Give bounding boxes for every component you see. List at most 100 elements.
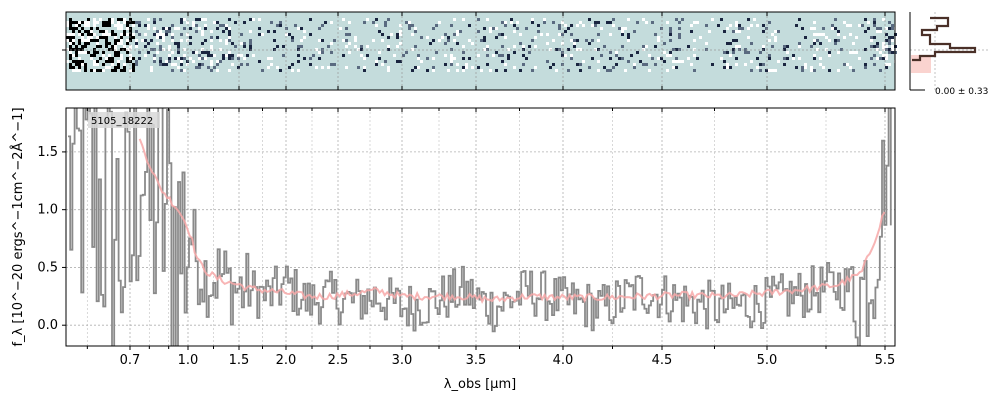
spectrum-2d-pixel — [321, 39, 324, 42]
spectrum-2d-pixel — [123, 30, 126, 33]
spectrum-2d-pixel — [522, 45, 525, 48]
spectrum-2d-pixel — [768, 21, 771, 24]
spectrum-2d-pixel — [744, 51, 747, 54]
spectrum-2d-pixel — [153, 21, 156, 24]
spectrum-2d-pixel — [432, 39, 435, 42]
spectrum-2d-pixel — [201, 42, 204, 45]
spectrum-2d-pixel — [648, 69, 651, 72]
spectrum-2d-pixel — [285, 27, 288, 30]
spectrum-2d-pixel — [210, 69, 213, 72]
spectrum-2d-pixel — [672, 60, 675, 63]
spectrum-2d-pixel — [774, 30, 777, 33]
spectrum-2d-pixel — [624, 27, 627, 30]
spectrum-2d-pixel — [123, 63, 126, 66]
spectrum-2d-pixel — [777, 30, 780, 33]
spectrum-2d-pixel — [378, 30, 381, 33]
spectrum-2d-pixel — [321, 24, 324, 27]
spectrum-2d-pixel — [810, 27, 813, 30]
spectrum-2d-pixel — [876, 27, 879, 30]
spectrum-2d-pixel — [183, 54, 186, 57]
spectrum-2d-pixel — [180, 69, 183, 72]
spectrum-2d-pixel — [186, 60, 189, 63]
spectrum-2d-pixel — [105, 66, 108, 69]
spectrum-2d-pixel — [81, 45, 84, 48]
spectrum-2d-pixel — [408, 21, 411, 24]
spectrum-2d-pixel — [108, 42, 111, 45]
spectrum-2d-pixel — [753, 18, 756, 21]
spectrum-2d-pixel — [558, 48, 561, 51]
spectrum-2d-pixel — [363, 69, 366, 72]
spectrum-2d-pixel — [237, 57, 240, 60]
spectrum-2d-pixel — [210, 30, 213, 33]
x-axis-label: λ_obs [μm] — [444, 377, 516, 392]
spectrum-2d-pixel — [627, 39, 630, 42]
spectrum-2d-pixel — [615, 54, 618, 57]
spectrum-2d-pixel — [294, 24, 297, 27]
spectrum-2d-pixel — [732, 51, 735, 54]
spectrum-2d-pixel — [591, 39, 594, 42]
spectrum-2d-pixel — [792, 54, 795, 57]
model-line — [138, 138, 886, 304]
spectrum-2d-pixel — [366, 45, 369, 48]
spectrum-2d-pixel — [93, 21, 96, 24]
spectrum-2d-pixel — [771, 45, 774, 48]
spectrum-2d-pixel — [693, 39, 696, 42]
spectrum-2d-pixel — [888, 48, 891, 51]
spectrum-2d-pixel — [267, 66, 270, 69]
spectrum-2d-pixel — [567, 27, 570, 30]
spectrum-2d-pixel — [747, 27, 750, 30]
spectrum-2d-pixel — [276, 66, 279, 69]
spectrum-2d-pixel — [105, 36, 108, 39]
spectrum-2d-pixel — [282, 54, 285, 57]
spectrum-2d-pixel — [384, 24, 387, 27]
spectrum-2d-pixel — [213, 21, 216, 24]
spectrum-2d-pixel — [666, 54, 669, 57]
x-tick-label: 0.7 — [120, 353, 141, 368]
spectrum-2d-pixel — [483, 36, 486, 39]
spectrum-2d-pixel — [93, 33, 96, 36]
spectrum-2d-pixel — [828, 51, 831, 54]
spectrum-2d-pixel — [108, 21, 111, 24]
spectrum-2d-pixel — [816, 33, 819, 36]
spectrum-2d-pixel — [477, 54, 480, 57]
spectrum-2d-pixel — [261, 33, 264, 36]
spectrum-2d-pixel — [66, 48, 69, 51]
spectrum-2d-pixel — [507, 57, 510, 60]
spectrum-2d-pixel — [246, 54, 249, 57]
spectrum-2d-pixel — [678, 21, 681, 24]
spectrum-2d-pixel — [69, 21, 72, 24]
spectrum-2d-pixel — [78, 57, 81, 60]
spectrum-2d-pixel — [126, 33, 129, 36]
spectrum-2d-pixel — [639, 60, 642, 63]
spectrum-2d-pixel — [357, 48, 360, 51]
spectrum-2d-pixel — [849, 33, 852, 36]
spectrum-2d-pixel — [885, 33, 888, 36]
spectrum-2d-pixel — [66, 36, 69, 39]
spectrum-2d-pixel — [837, 69, 840, 72]
spectrum-2d-pixel — [93, 24, 96, 27]
spectrum-2d-pixel — [165, 60, 168, 63]
spectrum-2d-pixel — [849, 51, 852, 54]
spectrum-2d-pixel — [102, 69, 105, 72]
spectrum-2d-pixel — [84, 45, 87, 48]
spectrum-2d-pixel — [348, 42, 351, 45]
spectrum-2d-pixel — [153, 60, 156, 63]
spectrum-2d-pixel — [711, 63, 714, 66]
spectrum-2d-pixel — [885, 45, 888, 48]
spectrum-2d-pixel — [156, 42, 159, 45]
spectrum-2d-pixel — [321, 51, 324, 54]
spectrum-2d-pixel — [750, 24, 753, 27]
spectrum-2d-pixel — [690, 30, 693, 33]
spectrum-2d-pixel — [768, 54, 771, 57]
spectrum-2d-pixel — [339, 27, 342, 30]
spectrum-2d-pixel — [462, 51, 465, 54]
spectrum-2d-pixel — [102, 54, 105, 57]
spectrum-2d-pixel — [528, 45, 531, 48]
spectrum-2d-pixel — [93, 51, 96, 54]
spectrum-2d-pixel — [258, 27, 261, 30]
spectrum-2d-pixel — [417, 54, 420, 57]
spectrum-2d-pixel — [813, 33, 816, 36]
spectrum-2d-pixel — [414, 66, 417, 69]
spectrum-2d-pixel — [882, 57, 885, 60]
spectrum-2d-pixel — [168, 60, 171, 63]
